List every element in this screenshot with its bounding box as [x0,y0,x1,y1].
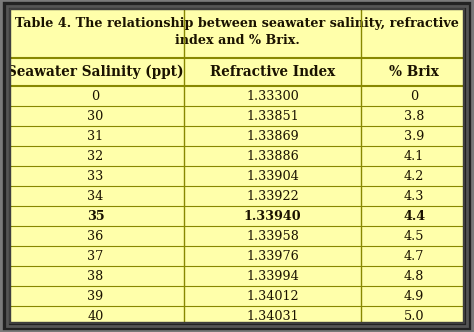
Text: 33: 33 [87,170,104,183]
Text: 3.8: 3.8 [404,110,424,123]
Text: 3.9: 3.9 [404,129,424,142]
Text: 4.1: 4.1 [404,149,424,162]
Text: 4.7: 4.7 [404,250,424,263]
Text: 31: 31 [88,129,104,142]
Text: 4.9: 4.9 [404,290,424,302]
Text: 35: 35 [87,209,104,222]
Text: Seawater Salinity (ppt): Seawater Salinity (ppt) [7,65,184,79]
Text: 1.33851: 1.33851 [246,110,299,123]
Text: 30: 30 [87,110,104,123]
Text: 4.2: 4.2 [404,170,424,183]
Text: 1.33300: 1.33300 [246,90,299,103]
Text: 38: 38 [87,270,104,283]
Text: 34: 34 [87,190,104,203]
Text: Refractive Index: Refractive Index [210,65,335,79]
Text: 39: 39 [87,290,104,302]
Text: 1.34031: 1.34031 [246,309,299,322]
Text: 4.3: 4.3 [404,190,424,203]
Text: 40: 40 [87,309,104,322]
Text: 4.8: 4.8 [404,270,424,283]
Text: 32: 32 [87,149,104,162]
Text: 1.33958: 1.33958 [246,229,299,242]
Text: 37: 37 [87,250,104,263]
Text: 0: 0 [410,90,418,103]
Text: 0: 0 [91,90,100,103]
Text: 36: 36 [87,229,104,242]
Text: 1.33886: 1.33886 [246,149,299,162]
Text: 5.0: 5.0 [404,309,424,322]
Text: 1.33994: 1.33994 [246,270,299,283]
Text: Table 4. The relationship between seawater salinity, refractive
index and % Brix: Table 4. The relationship between seawat… [15,17,459,47]
Text: % Brix: % Brix [389,65,439,79]
Text: 1.33976: 1.33976 [246,250,299,263]
Text: 1.34012: 1.34012 [246,290,299,302]
Text: 1.33922: 1.33922 [246,190,299,203]
Text: 4.4: 4.4 [403,209,425,222]
Text: 4.5: 4.5 [404,229,424,242]
Text: 1.33904: 1.33904 [246,170,299,183]
Text: 1.33940: 1.33940 [244,209,301,222]
Text: 1.33869: 1.33869 [246,129,299,142]
